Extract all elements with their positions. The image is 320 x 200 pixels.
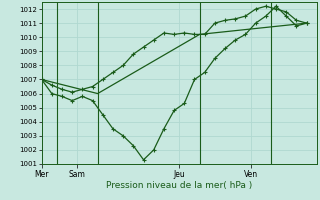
X-axis label: Pression niveau de la mer( hPa ): Pression niveau de la mer( hPa ) (106, 181, 252, 190)
